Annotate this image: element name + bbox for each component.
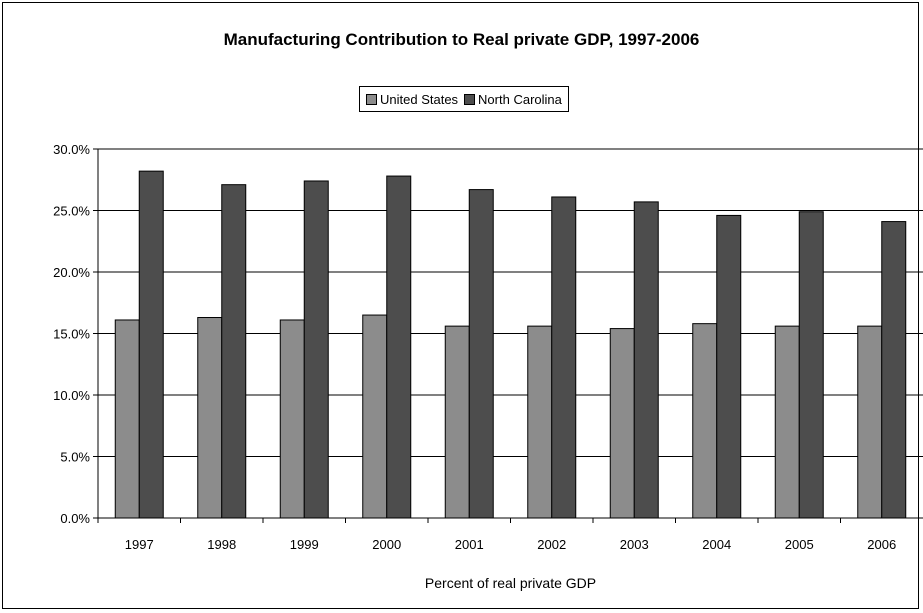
bar-north-carolina (881, 221, 907, 519)
bar-united-states (444, 325, 470, 519)
x-tick-label: 2006 (867, 537, 896, 552)
bar-united-states (279, 319, 305, 519)
legend-swatch-united-states (366, 93, 377, 105)
bar-north-carolina (468, 189, 494, 519)
bar-united-states (114, 319, 140, 519)
bar-north-carolina (633, 201, 659, 519)
legend-item-north-carolina: North Carolina (464, 92, 562, 107)
legend: United States North Carolina (359, 86, 569, 112)
y-tick-label: 30.0% (53, 142, 90, 157)
y-tick-label: 10.0% (53, 388, 90, 403)
x-tick-label: 2000 (372, 537, 401, 552)
chart-title: Manufacturing Contribution to Real priva… (223, 30, 700, 49)
legend-swatch-north-carolina (464, 93, 476, 105)
x-tick-label: 1998 (207, 537, 236, 552)
bar-united-states (362, 314, 388, 519)
bar-north-carolina (138, 170, 164, 519)
x-tick-label: 1997 (125, 537, 154, 552)
x-tick-label: 2001 (455, 537, 484, 552)
legend-label-north-carolina: North Carolina (478, 91, 562, 107)
y-tick-label: 0.0% (60, 511, 90, 526)
bar-united-states (197, 317, 223, 519)
bar-north-carolina (303, 180, 329, 519)
bar-north-carolina (716, 214, 742, 519)
x-tick-label: 2005 (785, 537, 814, 552)
x-tick-label: 2003 (620, 537, 649, 552)
legend-item-united-states: United States (366, 92, 458, 107)
bar-united-states (527, 325, 553, 519)
bar-united-states (857, 325, 883, 519)
bar-united-states (609, 328, 635, 519)
x-axis-label: Percent of real private GDP (424, 575, 597, 591)
bar-united-states (692, 323, 718, 519)
legend-label-united-states: United States (380, 91, 459, 107)
y-tick-label: 15.0% (53, 327, 90, 342)
y-tick-label: 25.0% (53, 204, 90, 219)
bar-north-carolina (386, 175, 412, 519)
bar-north-carolina (221, 184, 247, 519)
bar-north-carolina (551, 196, 577, 519)
x-tick-label: 2004 (702, 537, 731, 552)
bar-north-carolina (798, 211, 824, 519)
y-tick-label: 5.0% (60, 450, 90, 465)
x-tick-label: 1999 (290, 537, 319, 552)
x-tick-label: 2002 (537, 537, 566, 552)
y-tick-label: 20.0% (53, 265, 90, 280)
bar-united-states (774, 325, 800, 519)
